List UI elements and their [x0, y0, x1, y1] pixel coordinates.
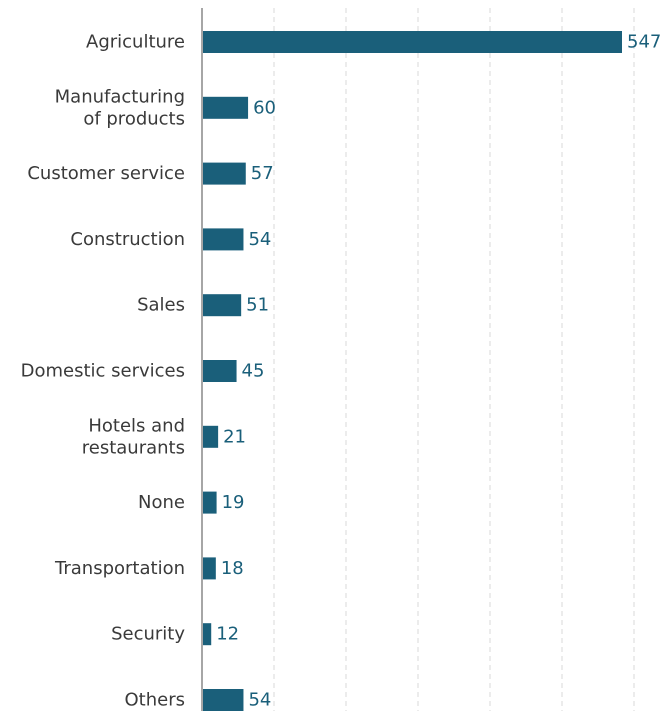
category-label-2: Manufacturing of products — [55, 86, 185, 129]
bar-10 — [202, 623, 212, 646]
value-label-5: 51 — [246, 295, 269, 316]
category-label-1: Agriculture — [86, 32, 185, 53]
category-label-4: Construction — [70, 229, 185, 250]
value-label-3: 57 — [251, 163, 274, 184]
bar-7 — [202, 425, 219, 448]
category-label-6: Domestic services — [21, 361, 185, 382]
value-label-9: 18 — [221, 558, 244, 579]
category-label-7: Hotels and restaurants — [82, 415, 185, 458]
value-label-2: 60 — [253, 97, 276, 118]
value-labels: 547 60 57 54 51 45 21 19 18 12 54 — [216, 32, 661, 711]
bar-3 — [202, 162, 246, 185]
bar-8 — [202, 491, 217, 514]
bars — [202, 31, 622, 711]
category-labels: Agriculture Manufacturing of products Custo… — [21, 32, 186, 711]
value-label-1: 547 — [627, 32, 661, 53]
value-label-7: 21 — [223, 426, 246, 447]
category-label-11: Others — [125, 690, 186, 711]
value-label-4: 54 — [248, 229, 271, 250]
bar-6 — [202, 360, 237, 382]
category-label-5: Sales — [137, 295, 185, 316]
bar-11 — [202, 689, 244, 711]
value-label-8: 19 — [222, 492, 245, 513]
category-label-9: Transportation — [54, 558, 185, 579]
bar-5 — [202, 294, 242, 317]
bar-1 — [202, 31, 622, 53]
category-label-3: Customer service — [27, 163, 185, 184]
bar-9 — [202, 557, 216, 580]
bar-4 — [202, 228, 244, 251]
bar-2 — [202, 96, 249, 119]
category-label-10: Security — [111, 624, 185, 645]
value-label-10: 12 — [216, 624, 239, 645]
category-label-8: None — [138, 492, 185, 513]
value-label-11: 54 — [248, 690, 271, 711]
value-label-6: 45 — [242, 361, 265, 382]
gridlines — [273, 8, 635, 711]
